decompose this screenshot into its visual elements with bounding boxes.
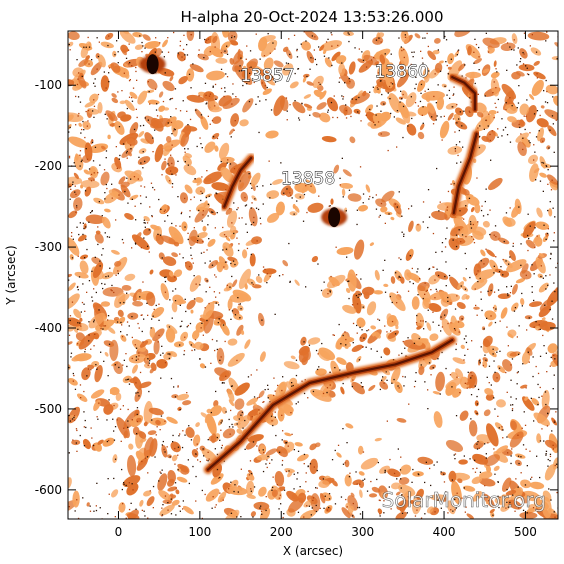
x-tick-label: 100: [188, 525, 211, 539]
filament-layer: [139, 54, 482, 475]
y-tick-label: -200: [35, 159, 62, 173]
x-axis: 0 100 200 300 400 500: [115, 31, 537, 539]
y-tick-label: -600: [35, 483, 62, 497]
y-axis-label: Y (arcsec): [4, 245, 18, 305]
x-tick-label: 200: [270, 525, 293, 539]
region-label-layer: 13857 13860 13858: [240, 62, 429, 190]
x-axis-label: X (arcsec): [283, 544, 343, 558]
y-axis: -100 -200 -300 -400 -500 -600: [35, 78, 558, 497]
watermark: SolarMonitor.org: [382, 488, 546, 512]
filament-east-arc: [449, 129, 482, 218]
y-tick-label: -400: [35, 321, 62, 335]
x-tick-label: 400: [433, 525, 456, 539]
y-tick-label: -500: [35, 402, 62, 416]
plot-frame: [67, 30, 559, 520]
region-label: 13860: [375, 62, 429, 82]
dark-spot: [321, 207, 348, 228]
region-label: 13857: [240, 66, 294, 86]
y-tick-label: -100: [35, 78, 62, 92]
x-tick-label: 0: [115, 525, 123, 539]
chart-title: H-alpha 20-Oct-2024 13:53:26.000: [180, 8, 443, 26]
filament-north-east: [447, 72, 480, 114]
filament-south: [203, 335, 457, 475]
filament-west-arc: [219, 153, 256, 212]
y-tick-label: -300: [35, 240, 62, 254]
x-tick-label: 300: [351, 525, 374, 539]
region-label: 13858: [281, 169, 335, 189]
x-tick-label: 500: [514, 525, 537, 539]
dark-spot: [139, 54, 166, 75]
